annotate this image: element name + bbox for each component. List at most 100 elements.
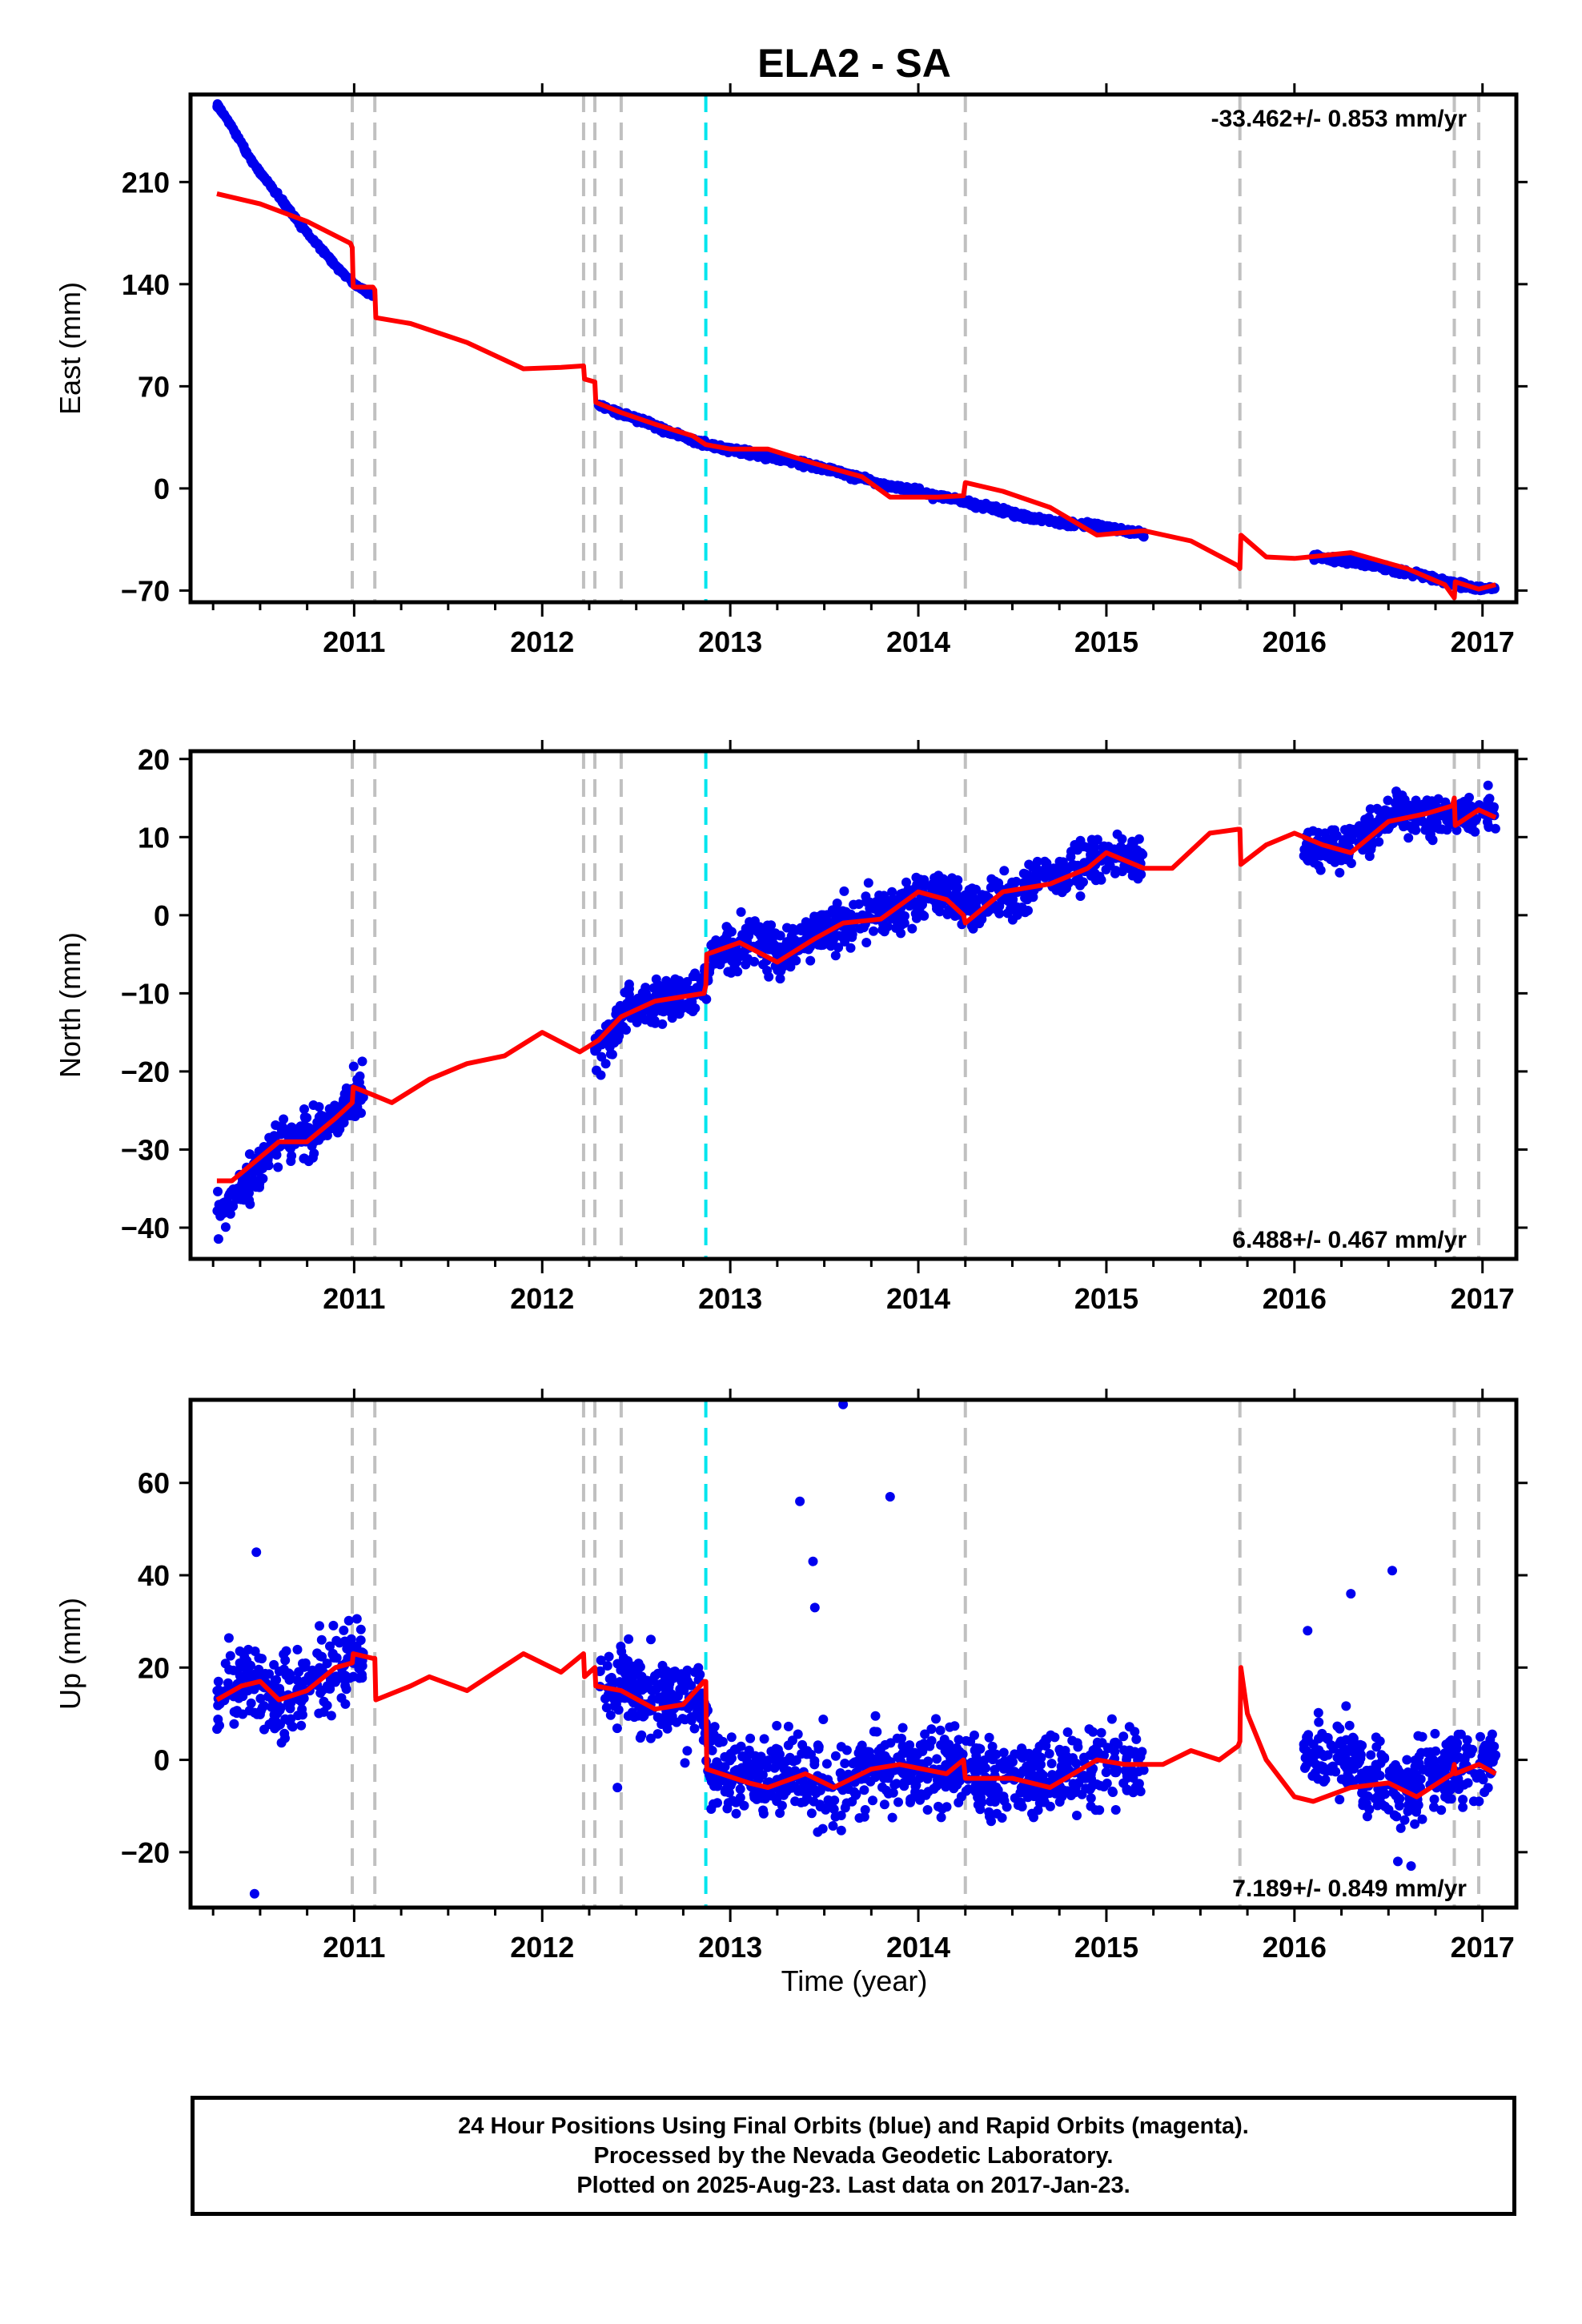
data-point [777,1800,787,1811]
outlier-point [1346,1589,1356,1599]
data-point [986,1753,996,1763]
data-point [821,919,832,929]
data-point [355,1095,366,1105]
data-point [1411,825,1421,835]
x-tick-label: 2014 [886,1282,950,1315]
data-point [847,1796,857,1807]
data-point [1058,1785,1069,1795]
data-point [602,1661,612,1671]
data-point [220,1222,231,1232]
data-point [709,1722,720,1732]
data-point [312,1117,323,1128]
data-point [287,1721,297,1731]
data-point [1474,1796,1484,1807]
data-point [954,1797,964,1807]
data-point [987,1741,998,1751]
data-point [223,1633,234,1643]
data-point [773,1753,784,1763]
data-point [722,1803,733,1814]
data-point [279,1728,290,1739]
data-point [669,987,680,998]
data-point [1462,1735,1472,1745]
outlier-point [249,1888,259,1899]
caption-line-2: Processed by the Nevada Geodetic Laborat… [593,2142,1114,2169]
x-tick-label: 2014 [886,1931,950,1964]
data-point [612,1723,622,1734]
data-point [1027,1763,1038,1772]
data-point [932,1754,942,1764]
data-point [946,1753,956,1763]
data-point [1331,1767,1341,1777]
data-point [281,1670,291,1680]
data-point [245,1199,255,1209]
data-point [683,1677,693,1687]
data-point [954,1735,964,1745]
data-point [749,1792,760,1803]
data-point [806,1808,817,1819]
y-tick-label: 0 [154,1744,170,1777]
data-point [1062,1727,1073,1737]
data-point [1134,834,1144,844]
data-point [896,928,906,939]
x-tick-label: 2016 [1263,625,1327,658]
data-point [1010,1793,1020,1803]
data-point [315,1621,324,1631]
data-point [1341,1776,1351,1787]
outlier-point [1387,1566,1397,1576]
data-point [309,1148,319,1159]
data-point [315,1651,326,1662]
data-point [351,1614,362,1624]
data-point [1446,1735,1456,1745]
data-points [212,780,1500,1244]
data-point [635,1012,645,1023]
data-point [759,1734,769,1744]
data-point [873,1746,884,1756]
data-point [212,1686,223,1696]
data-point [1313,1707,1323,1718]
data-point [1375,813,1385,823]
data-point [247,158,258,168]
data-point [1456,1729,1466,1739]
data-point [1086,1793,1096,1803]
data-point [721,922,732,932]
x-tick-label: 2015 [1074,625,1138,658]
data-point [1099,523,1110,533]
x-tick-label: 2016 [1263,1282,1327,1315]
data-point [937,887,947,898]
data-point [931,1714,941,1724]
data-point [729,1766,740,1776]
data-point [652,1729,663,1739]
data-point [1411,1779,1421,1789]
data-point [239,142,249,152]
data-point [837,1785,848,1795]
data-point [973,1799,983,1810]
y-tick-label: 70 [138,370,170,403]
data-point [961,1735,971,1746]
data-point [883,1773,893,1783]
data-point [836,1742,846,1752]
data-point [986,874,997,884]
data-point [937,1803,947,1814]
data-point [830,1751,841,1761]
data-point [978,1785,989,1795]
data-point [215,1720,224,1731]
data-point [1308,826,1319,836]
data-point [1434,824,1444,834]
data-point [973,1792,983,1803]
data-point [1066,852,1076,862]
data-point [348,1061,359,1072]
data-point [1046,1759,1057,1769]
data-point [1307,848,1318,858]
data-point [1395,1823,1406,1833]
data-point [592,1065,601,1076]
x-tick-label: 2015 [1074,1931,1138,1964]
data-point [833,943,844,953]
data-point [980,891,990,902]
data-point [1036,1759,1046,1770]
data-point [1429,1761,1439,1771]
x-tick-label: 2013 [698,1931,762,1964]
data-point [1299,1739,1309,1750]
data-point [1091,1743,1101,1754]
data-point [739,1800,749,1811]
